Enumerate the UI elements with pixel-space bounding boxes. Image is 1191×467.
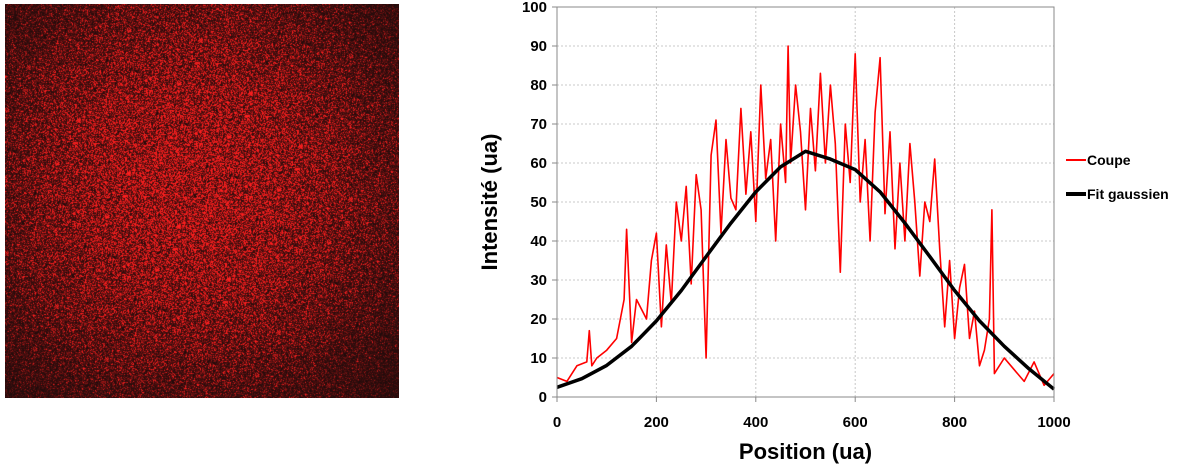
y-tick-label: 70: [530, 116, 547, 133]
y-tick-label: 20: [530, 311, 547, 328]
legend-label-coupe: Coupe: [1087, 152, 1131, 168]
series-line-fit-gaussien: [556, 149, 1056, 391]
speckle-canvas: [5, 4, 399, 398]
legend-label-fit-gaussien: Fit gaussien: [1087, 186, 1169, 202]
speckle-image: [5, 4, 399, 398]
y-tick-label: 60: [530, 155, 547, 172]
y-tick-label: 80: [530, 77, 547, 94]
x-tick-label: 600: [843, 414, 868, 431]
series-line-coupe: [556, 45, 1055, 387]
x-tick-label: 0: [553, 414, 561, 431]
y-tick-label: 0: [539, 389, 547, 406]
plot-frame: [556, 6, 1055, 398]
x-tick-label: 1000: [1037, 414, 1070, 431]
y-tick-label: 40: [530, 233, 547, 250]
y-tick-label: 30: [530, 272, 547, 289]
y-tick-label: 100: [522, 0, 547, 16]
y-tick-label: 10: [530, 350, 547, 367]
intensity-profile-chart: 0 10 20 30 40 50 60 70 80 90 100 0 200 400 600 800 1000…: [477, 0, 1169, 464]
y-axis-ticks: 0 10 20 30 40 50 60 70 80 90 100: [522, 0, 557, 406]
y-tick-label: 90: [530, 38, 547, 55]
x-tick-label: 800: [942, 414, 967, 431]
x-axis-ticks: 0 200 400 600 800 1000: [553, 397, 1071, 431]
chart-series: [556, 45, 1056, 391]
x-tick-label: 200: [644, 414, 669, 431]
chart-legend: Coupe Fit gaussien: [1066, 152, 1169, 202]
y-axis-title: Intensité (ua): [477, 134, 502, 271]
x-tick-label: 400: [743, 414, 768, 431]
x-axis-title: Position (ua): [739, 439, 872, 464]
y-tick-label: 50: [530, 194, 547, 211]
